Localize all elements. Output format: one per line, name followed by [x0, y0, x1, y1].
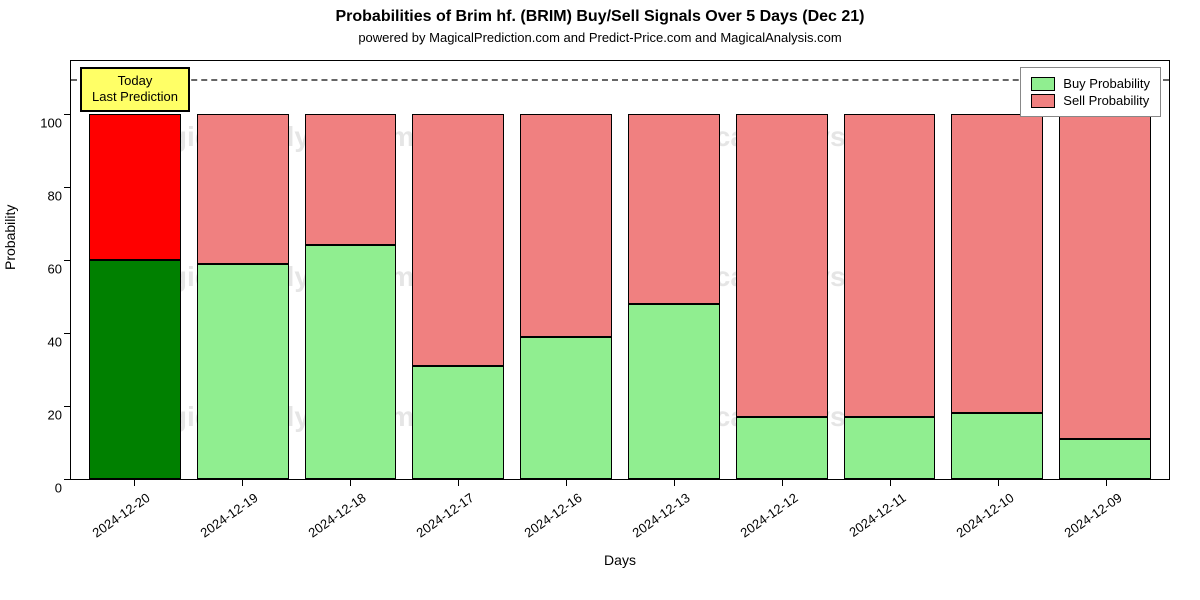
bar-buy: [1059, 439, 1151, 479]
chart-container: Probabilities of Brim hf. (BRIM) Buy/Sel…: [0, 0, 1200, 600]
bar-sell: [951, 114, 1043, 413]
x-tick-label: 2024-12-13: [602, 490, 693, 560]
bar-stack: [844, 114, 936, 479]
annotation-line1: Today: [92, 73, 178, 90]
today-annotation: Today Last Prediction: [80, 67, 190, 113]
y-tick-label: 80: [12, 188, 62, 203]
x-tick-mark: [890, 480, 891, 486]
legend-label-buy: Buy Probability: [1063, 76, 1150, 91]
y-axis: 020406080100: [0, 60, 70, 480]
x-axis: Days 2024-12-202024-12-192024-12-182024-…: [70, 480, 1170, 570]
y-tick-label: 60: [12, 261, 62, 276]
x-axis-label: Days: [70, 552, 1170, 568]
bar-sell: [89, 114, 181, 260]
bar-buy: [951, 413, 1043, 479]
legend-swatch-sell: [1031, 94, 1055, 108]
bar-stack: [736, 114, 828, 479]
x-tick-mark: [134, 480, 135, 486]
y-tick-label: 0: [12, 481, 62, 496]
bar-buy: [305, 245, 397, 479]
bar-sell: [628, 114, 720, 304]
x-tick-mark: [674, 480, 675, 486]
bar-buy: [412, 366, 504, 479]
x-tick-label: 2024-12-17: [386, 490, 477, 560]
x-tick-label: 2024-12-12: [710, 490, 801, 560]
x-tick-label: 2024-12-19: [170, 490, 261, 560]
bar-group: [404, 61, 512, 479]
x-tick-mark: [458, 480, 459, 486]
bar-sell: [305, 114, 397, 245]
x-tick-mark: [782, 480, 783, 486]
x-tick-label: 2024-12-20: [62, 490, 153, 560]
bar-sell: [412, 114, 504, 366]
bar-buy: [197, 264, 289, 479]
x-tick-mark: [1106, 480, 1107, 486]
annotation-line2: Last Prediction: [92, 89, 178, 106]
bars-row: [71, 61, 1169, 479]
bar-buy: [736, 417, 828, 479]
bar-sell: [1059, 114, 1151, 439]
chart-title: Probabilities of Brim hf. (BRIM) Buy/Sel…: [0, 0, 1200, 26]
legend-item-sell: Sell Probability: [1031, 93, 1150, 108]
bar-group: [836, 61, 944, 479]
x-tick-label: 2024-12-18: [278, 490, 369, 560]
chart-subtitle: powered by MagicalPrediction.com and Pre…: [0, 26, 1200, 45]
bar-stack: [412, 114, 504, 479]
bar-stack: [89, 114, 181, 479]
x-tick-mark: [566, 480, 567, 486]
bar-stack: [520, 114, 612, 479]
bar-group: [620, 61, 728, 479]
bar-group: [943, 61, 1051, 479]
bar-stack: [305, 114, 397, 479]
bar-sell: [197, 114, 289, 264]
x-tick-label: 2024-12-16: [494, 490, 585, 560]
y-tick-label: 100: [12, 115, 62, 130]
x-tick-label: 2024-12-10: [926, 490, 1017, 560]
x-tick-label: 2024-12-11: [818, 490, 909, 560]
bar-buy: [628, 304, 720, 479]
bar-group: [1051, 61, 1159, 479]
bar-group: [297, 61, 405, 479]
bar-stack: [628, 114, 720, 479]
plot-area: MagicalAnalysis.com MagicalAnalysis.com …: [70, 60, 1170, 480]
x-tick-mark: [998, 480, 999, 486]
bar-group: [728, 61, 836, 479]
bar-sell: [520, 114, 612, 337]
bar-buy: [520, 337, 612, 479]
bar-group: [81, 61, 189, 479]
x-tick-label: 2024-12-09: [1034, 490, 1125, 560]
y-tick-label: 20: [12, 407, 62, 422]
bar-buy: [89, 260, 181, 479]
bar-group: [189, 61, 297, 479]
bar-group: [512, 61, 620, 479]
bar-stack: [1059, 114, 1151, 479]
bar-stack: [951, 114, 1043, 479]
x-tick-mark: [242, 480, 243, 486]
bar-buy: [844, 417, 936, 479]
bar-sell: [844, 114, 936, 417]
legend: Buy Probability Sell Probability: [1020, 67, 1161, 117]
y-tick-label: 40: [12, 334, 62, 349]
legend-item-buy: Buy Probability: [1031, 76, 1150, 91]
legend-label-sell: Sell Probability: [1063, 93, 1149, 108]
bar-sell: [736, 114, 828, 417]
bar-stack: [197, 114, 289, 479]
x-tick-mark: [350, 480, 351, 486]
legend-swatch-buy: [1031, 77, 1055, 91]
